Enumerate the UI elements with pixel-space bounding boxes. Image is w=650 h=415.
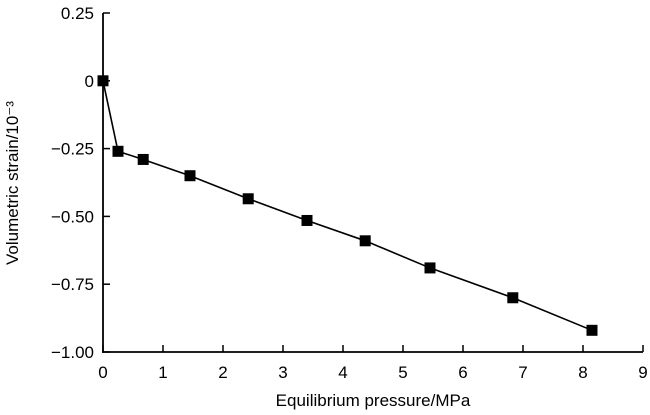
x-tick-label: 1 — [158, 363, 167, 382]
data-point-marker — [112, 145, 124, 157]
y-tick-label: −0.50 — [51, 207, 94, 226]
y-tick-label: −0.75 — [51, 275, 94, 294]
x-tick-label: 7 — [518, 363, 527, 382]
y-tick-label: −0.25 — [51, 140, 94, 159]
y-tick-label: −1.00 — [51, 343, 94, 362]
y-tick-label: 0.25 — [61, 4, 94, 23]
data-point-marker — [184, 170, 196, 182]
y-tick-label: 0 — [85, 72, 94, 91]
x-axis-title: Equilibrium pressure/MPa — [275, 391, 471, 410]
data-point-marker — [359, 235, 371, 247]
x-tick-label: 2 — [218, 363, 227, 382]
data-point-marker — [507, 292, 519, 304]
x-tick-label: 3 — [278, 363, 287, 382]
data-point-marker — [97, 75, 109, 87]
y-axis-title: Volumetric strain/10⁻³ — [3, 101, 22, 265]
x-tick-label: 8 — [578, 363, 587, 382]
data-line — [102, 80, 593, 332]
data-point-marker — [301, 214, 313, 226]
data-point-marker — [424, 262, 436, 274]
x-tick-label: 6 — [458, 363, 467, 382]
x-tick-label: 9 — [638, 363, 647, 382]
data-point-marker — [242, 193, 254, 205]
data-point-marker — [586, 324, 598, 336]
x-tick-label: 4 — [338, 363, 347, 382]
x-tick-label: 0 — [98, 363, 107, 382]
data-point-marker — [137, 153, 149, 165]
x-tick-label: 5 — [398, 363, 407, 382]
